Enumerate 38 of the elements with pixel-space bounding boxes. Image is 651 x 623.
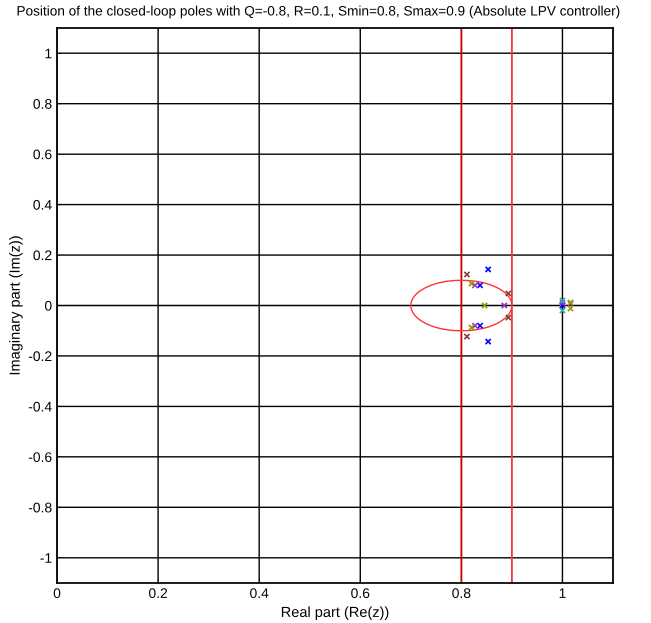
point — [476, 322, 484, 330]
x-tick-label: 0.8 — [452, 588, 470, 598]
x-tick-label: 0.6 — [351, 588, 370, 598]
point — [504, 314, 512, 322]
y-tick-label: 0.8 — [33, 99, 52, 109]
point — [484, 338, 492, 346]
chart-title: Position of the closed-loop poles with Q=-0.8, R=0.1, Smin=0.8, Smax=0.9 (Absolute LPV controller) — [18, 6, 620, 18]
y-tick-label: -0.4 — [28, 402, 52, 412]
point — [476, 282, 484, 289]
point — [500, 302, 508, 309]
point — [468, 324, 475, 331]
y-tick-label: 1 — [45, 48, 52, 58]
point — [559, 297, 566, 304]
point — [567, 305, 574, 312]
y-tick-label: -0.2 — [28, 351, 52, 362]
point — [481, 302, 488, 309]
y-tick-label: 0.6 — [33, 149, 52, 160]
y-tick-label: 0.4 — [33, 200, 52, 210]
y-tick-label: 0.2 — [33, 250, 52, 260]
point — [559, 302, 566, 309]
x-tick-label: 0 — [54, 588, 60, 598]
y-tick-label: 0 — [44, 300, 52, 311]
x-axis-title: Real part (Re(z)) — [282, 606, 388, 620]
x-tick-label: 1 — [560, 588, 566, 598]
point — [559, 307, 566, 314]
point — [463, 333, 470, 340]
y-axis-title: Imaginary part (Im(z)) — [9, 236, 23, 374]
point — [472, 322, 478, 330]
y-tick-label: -0.6 — [28, 452, 52, 462]
y-tick-label: -1 — [40, 553, 52, 563]
point — [463, 271, 470, 278]
x-tick-label: 0.2 — [148, 588, 168, 598]
y-tick-label: -0.8 — [28, 502, 52, 512]
point — [484, 266, 492, 273]
x-tick-label: 0.4 — [250, 588, 268, 598]
point — [504, 290, 512, 297]
point — [468, 280, 475, 287]
point — [472, 282, 478, 289]
